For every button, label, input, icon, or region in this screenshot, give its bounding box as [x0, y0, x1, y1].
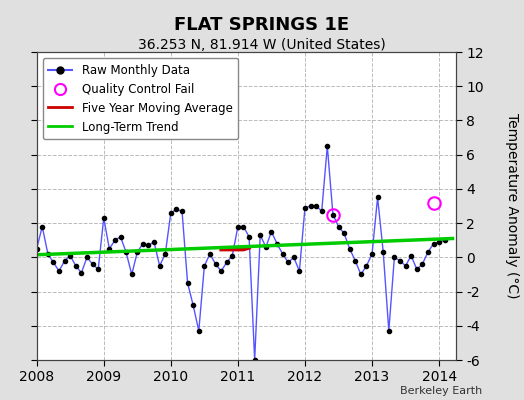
Text: Berkeley Earth: Berkeley Earth — [400, 386, 482, 396]
Y-axis label: Temperature Anomaly (°C): Temperature Anomaly (°C) — [505, 113, 519, 299]
Text: 36.253 N, 81.914 W (United States): 36.253 N, 81.914 W (United States) — [138, 38, 386, 52]
Text: FLAT SPRINGS 1E: FLAT SPRINGS 1E — [174, 16, 350, 34]
Legend: Raw Monthly Data, Quality Control Fail, Five Year Moving Average, Long-Term Tren: Raw Monthly Data, Quality Control Fail, … — [42, 58, 238, 140]
